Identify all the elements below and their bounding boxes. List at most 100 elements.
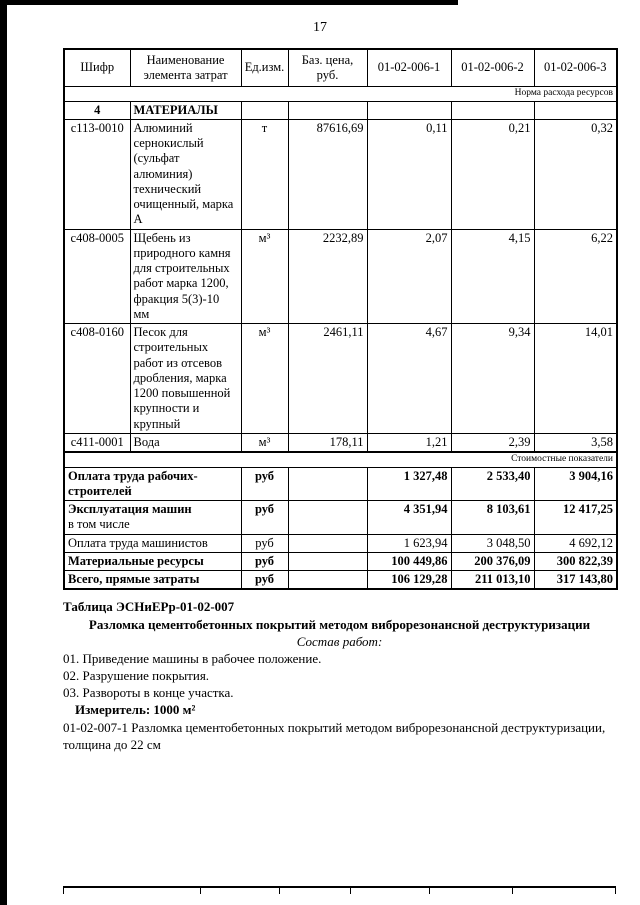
table-row: Эксплуатация машин в том числе руб 4 351,94… xyxy=(63,500,618,535)
table-header-row: Шифр Наименование элемента затрат Ед.изм… xyxy=(63,48,618,87)
table-cell: 4 351,94 xyxy=(366,500,452,535)
table-cell xyxy=(533,100,618,120)
table-cell: 6,22 xyxy=(533,228,618,325)
table-cell: с408-0160 xyxy=(63,323,131,434)
col-header-variant-1: 01-02-006-1 xyxy=(366,48,452,87)
estimate-table: Шифр Наименование элемента затрат Ед.изм… xyxy=(63,48,618,591)
col-header-name: Наименование элемента затрат xyxy=(129,48,242,87)
table-cell: руб xyxy=(240,466,289,502)
table-row: Оплата труда машинистов руб 1 623,94 3 048,… xyxy=(63,533,618,553)
norm-band-row: Норма расхода ресурсов xyxy=(63,86,618,102)
table-cell: 2,39 xyxy=(450,432,535,453)
table-cell: 0,11 xyxy=(366,118,452,230)
table-cell: 0,32 xyxy=(533,118,618,230)
measure-value: 1000 м² xyxy=(153,702,196,718)
table-cell: 8 103,61 xyxy=(450,500,535,535)
table-cell: 9,34 xyxy=(450,323,535,434)
next-table-top-border xyxy=(63,886,616,894)
table-cell: 1,21 xyxy=(366,432,452,453)
table-cell: 1 623,94 xyxy=(366,533,452,553)
table-cell: Оплата труда машинистов xyxy=(63,533,242,553)
next-table-label: Таблица ЭСНиЕРр-01-02-007 xyxy=(63,599,235,615)
table-cell: Материальные ресурсы xyxy=(63,551,242,572)
table-cell: 2232,89 xyxy=(287,228,368,325)
table-cell: с113-0010 xyxy=(63,118,131,230)
table-cell: руб xyxy=(240,500,289,535)
measure-label: Измеритель: xyxy=(75,702,151,718)
table-cell xyxy=(366,100,452,120)
resource-rows: 4 МАТЕРИАЛЫ с113-0010 Алюминий сернокислый … xyxy=(63,100,618,453)
table-cell xyxy=(287,500,368,535)
table-row: с408-0160 Песок для строительных работ из… xyxy=(63,323,618,434)
scan-artifact-top xyxy=(0,0,458,5)
table-cell: МАТЕРИАЛЫ xyxy=(129,100,242,120)
works-composition-label: Состав работ: xyxy=(296,633,383,649)
norm-band-label: Норма расхода ресурсов xyxy=(63,86,618,102)
table-cell: 106 129,28 xyxy=(366,570,452,590)
table-cell: Песок для строительных работ из отсевов … xyxy=(129,323,242,434)
table-cell: 4 692,12 xyxy=(533,533,618,553)
table-cell: руб xyxy=(240,533,289,553)
scan-artifact-left xyxy=(0,0,7,905)
table-cell: 3,58 xyxy=(533,432,618,453)
table-cell xyxy=(287,551,368,572)
table-cell: Щебень из природного камня для строитель… xyxy=(129,228,242,325)
table-cell: 4,67 xyxy=(366,323,452,434)
item-description: 01-02-007-1 Разломка цементобетонных пок… xyxy=(63,719,606,752)
page-number: 17 xyxy=(313,20,327,35)
table-cell xyxy=(240,100,289,120)
table-cell: руб xyxy=(240,551,289,572)
table-row: Оплата труда рабочих-строителей руб 1 327,… xyxy=(63,466,618,502)
table-cell: 200 376,09 xyxy=(450,551,535,572)
measure-line: Измеритель: 1000 м² xyxy=(75,701,616,718)
table-cell: 2 533,40 xyxy=(450,466,535,502)
table-cell: 317 143,80 xyxy=(533,570,618,590)
table-cell: Всего, прямые затраты xyxy=(63,570,242,590)
table-cell xyxy=(287,100,368,120)
page-content: Шифр Наименование элемента затрат Ед.изм… xyxy=(63,48,618,753)
table-cell: Алюминий сернокислый (сульфат алюминия) … xyxy=(129,118,242,230)
table-cell: Оплата труда рабочих-строителей xyxy=(63,466,242,502)
table-row: Материальные ресурсы руб 100 449,86 200 376… xyxy=(63,551,618,572)
table-cell: 12 417,25 xyxy=(533,500,618,535)
table-cell: 2,07 xyxy=(366,228,452,325)
table-cell xyxy=(450,100,535,120)
col-header-variant-2: 01-02-006-2 xyxy=(450,48,535,87)
table-cell: м³ xyxy=(240,323,289,434)
table-cell: Вода xyxy=(129,432,242,453)
table-cell: с411-0001 xyxy=(63,432,131,453)
table-row: Всего, прямые затраты руб 106 129,28 211 01… xyxy=(63,570,618,590)
table-cell: 4,15 xyxy=(450,228,535,325)
table-cell xyxy=(287,533,368,553)
table-row: с408-0005 Щебень из природного камня для … xyxy=(63,228,618,325)
table-cell: м³ xyxy=(240,432,289,453)
table-cell: 178,11 xyxy=(287,432,368,453)
table-cell: 100 449,86 xyxy=(366,551,452,572)
table-cell: м³ xyxy=(240,228,289,325)
cost-rows: Оплата труда рабочих-строителей руб 1 327,… xyxy=(63,466,618,590)
col-header-variant-3: 01-02-006-3 xyxy=(533,48,618,87)
table-row: с411-0001 Вода м³ 178,11 1,21 2,39 3,58 xyxy=(63,432,618,453)
table-cell: 0,21 xyxy=(450,118,535,230)
work-item-3: 03. Развороты в конце участка. xyxy=(63,685,234,701)
table-cell: 87616,69 xyxy=(287,118,368,230)
next-table-title: Разломка цементобетонных покрытий методо… xyxy=(88,616,591,632)
table-cell: 211 013,10 xyxy=(450,570,535,590)
col-header-base-price: Баз. цена, руб. xyxy=(287,48,368,87)
work-item-2: 02. Разрушение покрытия. xyxy=(63,668,210,684)
table-cell: с408-0005 xyxy=(63,228,131,325)
table-row: 4 МАТЕРИАЛЫ xyxy=(63,100,618,120)
cost-band-label: Стоимостные показатели xyxy=(63,451,618,468)
cost-band-row: Стоимостные показатели xyxy=(63,451,618,468)
col-header-unit: Ед.изм. xyxy=(240,48,289,87)
table-cell: руб xyxy=(240,570,289,590)
col-header-code: Шифр xyxy=(63,48,131,87)
table-cell: т xyxy=(240,118,289,230)
table-cell xyxy=(287,466,368,502)
table-cell: 2461,11 xyxy=(287,323,368,434)
table-cell: 4 xyxy=(63,100,131,120)
table-cell: 1 327,48 xyxy=(366,466,452,502)
table-row: с113-0010 Алюминий сернокислый (сульфат а… xyxy=(63,118,618,230)
table-cell: Эксплуатация машин в том числе xyxy=(63,500,242,535)
table-cell: 300 822,39 xyxy=(533,551,618,572)
